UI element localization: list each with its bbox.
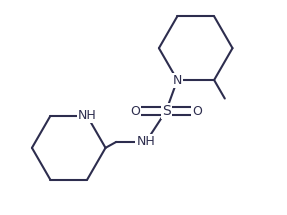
Text: NH: NH — [78, 109, 96, 123]
Text: S: S — [162, 104, 170, 118]
Text: N: N — [173, 74, 182, 86]
Text: NH: NH — [137, 135, 155, 148]
Text: O: O — [192, 104, 202, 118]
Text: O: O — [130, 104, 140, 118]
